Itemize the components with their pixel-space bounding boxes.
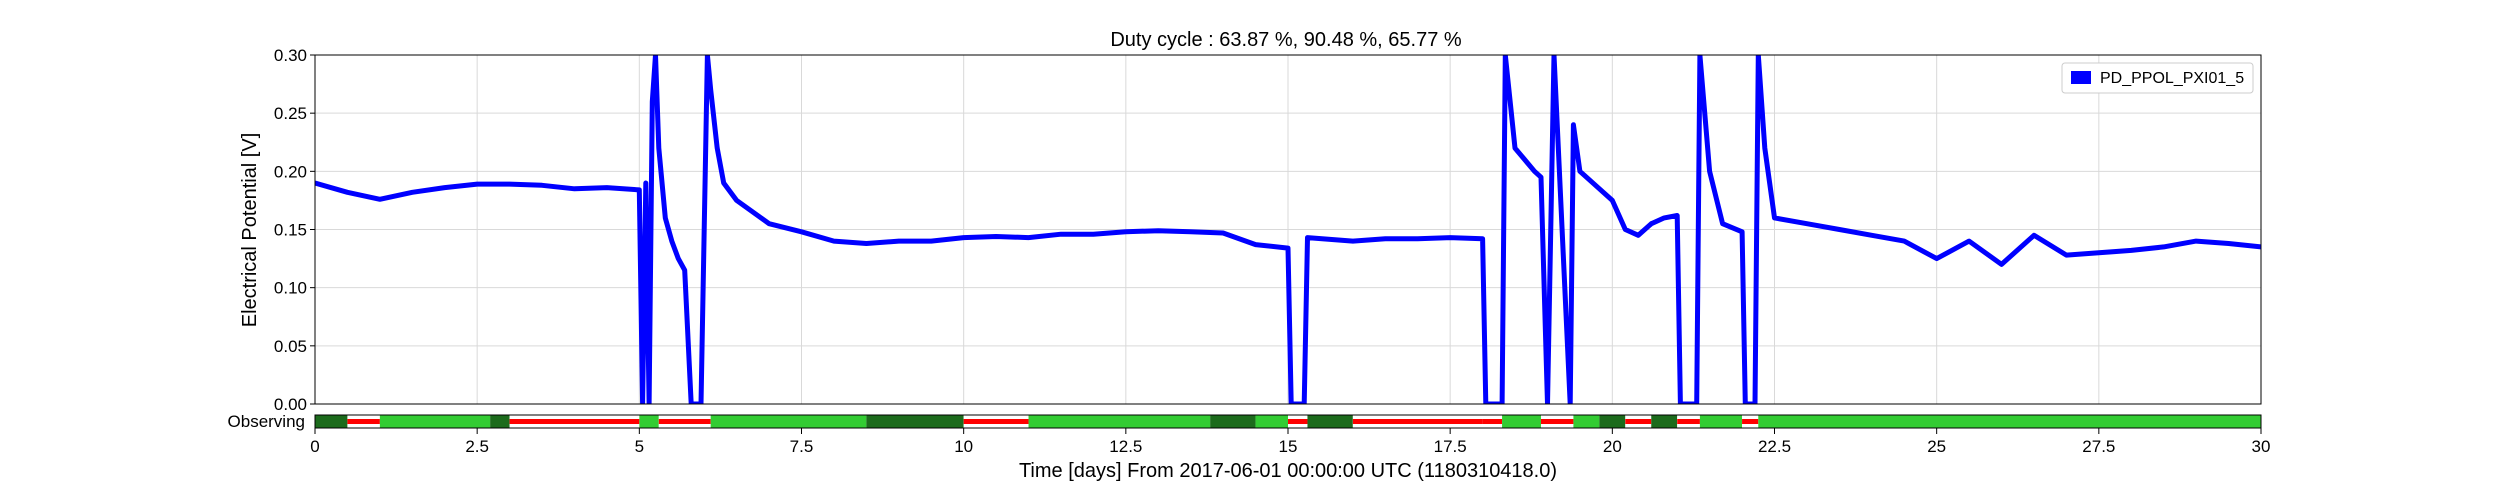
x-tick-label: 30 (2252, 437, 2271, 456)
observing-segment-mark (1742, 419, 1759, 424)
y-tick-label: 0.15 (274, 221, 307, 240)
observing-segment-mark (1352, 419, 1483, 424)
observing-segment (315, 415, 348, 428)
x-tick-label: 20 (1603, 437, 1622, 456)
x-tick-label: 27.5 (2082, 437, 2115, 456)
observing-segment-mark (963, 419, 1029, 424)
observing-segment (1255, 415, 1288, 428)
x-tick-label: 12.5 (1109, 437, 1142, 456)
x-tick-label: 10 (954, 437, 973, 456)
observing-segment (1651, 415, 1678, 428)
observing-label: Observing (228, 412, 305, 431)
x-axis: 0 2.5 5 7.5 10 12.5 15 17.5 20 22.5 25 27.5 30 (310, 428, 2270, 456)
series-line (315, 55, 2261, 404)
observing-segment (1028, 415, 1211, 428)
observing-segment-mark (1625, 419, 1652, 424)
observing-segment-mark (1288, 419, 1308, 424)
y-tick-label: 0.00 (274, 395, 307, 414)
legend-entry: PD_PPOL_PXI01_5 (2100, 70, 2244, 87)
legend-box (2061, 62, 2254, 94)
y-tick-label: 0.05 (274, 337, 307, 356)
x-tick-label: 22.5 (1758, 437, 1791, 456)
legend-swatch (2071, 71, 2091, 84)
y-axis-label: Electrical Potential [V] (239, 133, 261, 328)
observing-segment-mark (1482, 419, 1503, 424)
x-tick-label: 2.5 (465, 437, 489, 456)
y-tick-label: 0.10 (274, 279, 307, 298)
observing-segment (639, 415, 659, 428)
observing-segment (490, 415, 510, 428)
y-axis: 0.00 0.05 0.10 0.15 0.20 0.25 0.30 (274, 46, 315, 414)
observing-segment (1758, 415, 2261, 428)
observing-segment (1210, 415, 1256, 428)
y-tick-label: 0.20 (274, 162, 307, 181)
observing-segment (710, 415, 867, 428)
observing-bar (315, 415, 2261, 428)
observing-segment (1573, 415, 1600, 428)
observing-segment-mark (658, 419, 711, 424)
y-tick-label: 0.30 (274, 46, 307, 65)
observing-segment (1599, 415, 1626, 428)
observing-segment (866, 415, 964, 428)
x-tick-label: 15 (1279, 437, 1298, 456)
observing-segment-mark (1677, 419, 1700, 424)
x-axis-label: Time [days] From 2017-06-01 00:00:00 UTC… (1019, 460, 1557, 482)
observing-segment-mark (347, 419, 380, 424)
observing-segment (1307, 415, 1353, 428)
x-tick-label: 25 (1927, 437, 1946, 456)
observing-segment-mark (1540, 419, 1574, 424)
chart-title: Duty cycle : 63.87 %, 90.48 %, 65.77 % (1110, 29, 1462, 51)
x-tick-label: 7.5 (790, 437, 814, 456)
observing-segment (1699, 415, 1743, 428)
y-tick-label: 0.25 (274, 104, 307, 123)
observing-segment (1502, 415, 1541, 428)
x-tick-label: 0 (310, 437, 319, 456)
series-layer (315, 55, 2261, 404)
observing-segment-mark (509, 419, 640, 424)
x-tick-label: 5 (635, 437, 644, 456)
legend: PD_PPOL_PXI01_5 (2061, 62, 2254, 94)
x-tick-label: 17.5 (1434, 437, 1467, 456)
observing-segment (379, 415, 491, 428)
